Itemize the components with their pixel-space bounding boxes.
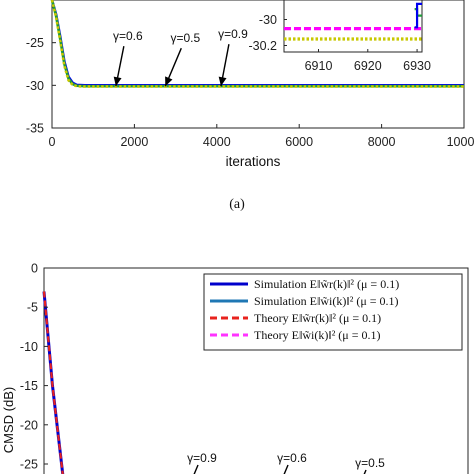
top-annotation-label: γ=0.9 (218, 27, 248, 41)
inset-y-tick-label: -30 (259, 13, 277, 27)
bottom-annotation-label: γ=0.5 (355, 456, 385, 470)
top-series-line-2 (50, 0, 464, 88)
inset-series-line-3 (414, 2, 422, 29)
bottom-series-line-1 (42, 291, 64, 474)
inset-x-tick-label: 6910 (305, 59, 333, 73)
top-x-tick-label: 0 (49, 135, 56, 149)
top-plot-frame (51, 0, 465, 129)
bottom-annotations-group: γ=0.9 γ=0.6 γ=0.5 (187, 451, 385, 474)
inset-ticks-group: 6910 6920 6930 -30 -30.2 (249, 13, 432, 73)
legend: Simulation E‖w̃r(k)‖² (μ = 0.1) Simulatio… (203, 273, 463, 351)
top-annotation-label: γ=0.5 (170, 31, 200, 45)
top-x-tick-label: 8000 (368, 135, 396, 149)
legend-item-label: Simulation E‖w̃r(k)‖² (μ = 0.1) (254, 277, 399, 291)
bottom-y-tick-label: -20 (20, 418, 38, 432)
top-series-group (50, 0, 464, 88)
bottom-ticks-group: 0 -5 -10 -15 -20 -25 (20, 262, 48, 472)
bottom-y-tick-label: -10 (20, 340, 38, 354)
bottom-annotation-arrow-line (363, 469, 367, 474)
bottom-annotation-label: γ=0.9 (187, 451, 217, 465)
top-annotation-label: γ=0.6 (113, 29, 143, 43)
inset-y-tick-label: -30.2 (249, 39, 278, 53)
inset-x-tick-label: 6930 (403, 59, 431, 73)
inset-series-group (284, 2, 422, 41)
bottom-y-axis-label: CMSD (dB) (1, 387, 16, 453)
bottom-annotation-label: γ=0.6 (277, 451, 307, 465)
top-y-tick-label: -30 (26, 79, 44, 93)
bottom-annotation-arrow-line (193, 464, 199, 474)
bottom-y-tick-label: -15 (20, 379, 38, 393)
top-ticks-group: 0 2000 4000 6000 8000 10000 -25 -30 -35 (26, 36, 474, 149)
top-x-tick-label: 4000 (203, 135, 231, 149)
legend-item-label: Simulation E‖w̃i(k)‖² (μ = 0.1) (254, 294, 399, 308)
top-y-tick-label: -35 (26, 122, 44, 136)
top-annotation-arrow-head (165, 76, 173, 87)
legend-item-label: Theory E‖w̃i(k)‖² (μ = 0.1) (254, 328, 381, 342)
top-annotation-arrow-head (113, 76, 122, 87)
top-x-tick-label: 10000 (447, 135, 474, 149)
top-figure-caption: (a) (229, 197, 245, 212)
bottom-plot-frame (43, 267, 469, 474)
legend-item-label: Theory E‖w̃r(k)‖² (μ = 0.1) (254, 311, 381, 325)
inset-zoom-panel: 6910 6920 6930 -30 -30.2 (249, 0, 432, 73)
inset-frame (283, 0, 423, 53)
top-x-tick-label: 6000 (285, 135, 313, 149)
top-y-tick-label: -25 (26, 36, 44, 50)
bottom-y-tick-label: -5 (27, 301, 38, 315)
top-chart-panel: 0 2000 4000 6000 8000 10000 -25 -30 -35 iteratio… (26, 0, 474, 212)
top-annotations-group: γ=0.6 γ=0.5 γ=0.9 (113, 27, 248, 87)
bottom-chart-panel: 0-5-10-15-20-25 CMSD (dB) γ=0.9 γ=0.6 γ=0.… (1, 262, 469, 474)
legend-box (203, 273, 463, 351)
bottom-y-tick-label: -25 (20, 458, 38, 472)
inset-x-tick-label: 6920 (354, 59, 382, 73)
legend-items-group: Simulation E‖w̃r(k)‖² (μ = 0.1) Simulatio… (210, 277, 399, 342)
bottom-y-tick-label: 0 (31, 262, 38, 276)
top-x-axis-label: iterations (226, 154, 281, 169)
top-x-tick-label: 2000 (120, 135, 148, 149)
bottom-series-group (42, 291, 65, 474)
top-annotation-arrow-head (218, 76, 227, 87)
bottom-annotation-arrow-line (283, 464, 289, 474)
